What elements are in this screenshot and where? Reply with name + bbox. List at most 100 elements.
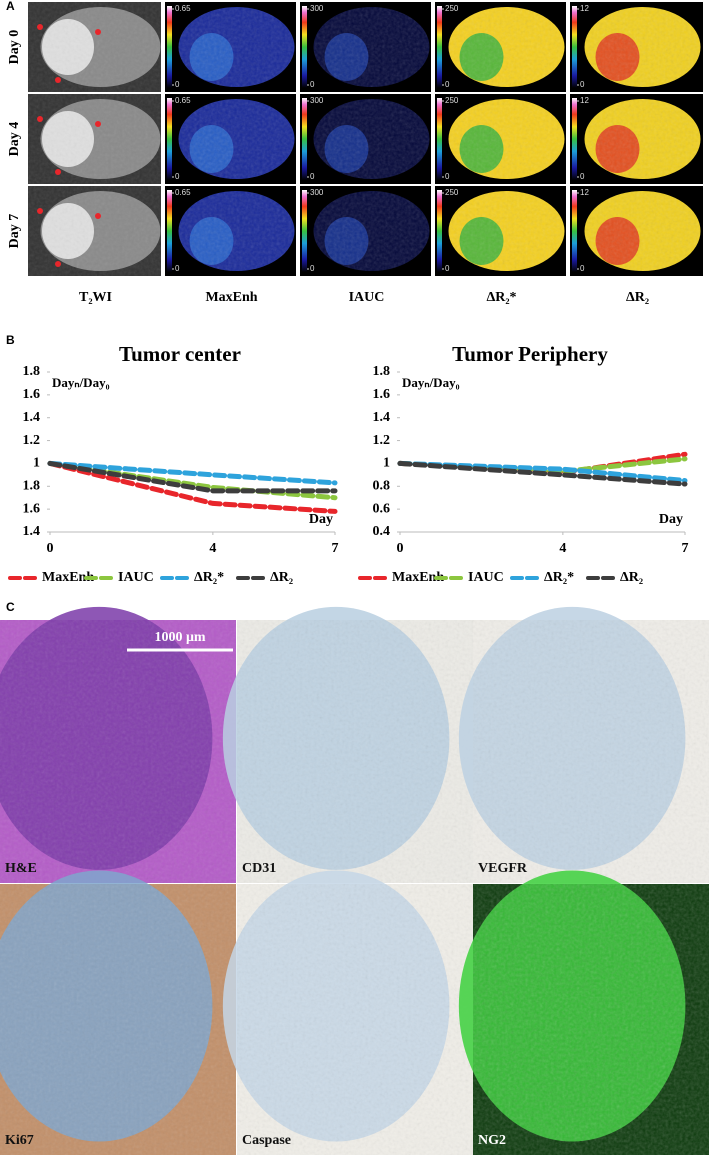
chart-title: Tumor center: [119, 342, 241, 366]
arrow: [55, 77, 61, 83]
panel-label: A: [6, 0, 15, 13]
texture: [584, 7, 701, 87]
texture: [448, 191, 565, 271]
row-label: Day 0: [7, 30, 22, 65]
y-tick-label: 1.8: [23, 364, 41, 379]
texture: [0, 884, 236, 1155]
legend-label: ΔR₂*: [194, 570, 224, 585]
arrow: [37, 24, 43, 30]
colorbar-label: 0.65: [175, 188, 191, 197]
chart-title: Tumor Periphery: [452, 342, 608, 366]
colorbar: [302, 190, 307, 272]
image-label: NG2: [478, 1133, 506, 1148]
x-axis-label: Day: [659, 512, 683, 527]
legend-label: IAUC: [118, 570, 154, 585]
y-tick-label: 1: [383, 456, 390, 471]
y-tick-label: 1.8: [23, 479, 41, 494]
colorbar-label: 12: [580, 4, 589, 13]
legend-label: ΔR₂: [270, 570, 293, 585]
texture: [313, 191, 430, 271]
arrow: [37, 208, 43, 214]
colorbar-label: 0: [580, 172, 585, 181]
column-label: MaxEnh: [205, 290, 257, 305]
texture: [473, 620, 709, 883]
colorbar: [302, 6, 307, 88]
arrow: [95, 29, 101, 35]
series-line: [47, 460, 338, 514]
x-tick-label: 0: [397, 541, 404, 556]
colorbar-label: 0: [445, 172, 450, 181]
texture: [313, 7, 430, 87]
y-tick-label: 1.6: [23, 387, 41, 402]
panel-label: B: [6, 333, 15, 347]
column-label: ΔR₂: [626, 290, 649, 305]
x-tick-label: 7: [332, 541, 339, 556]
colorbar-label: 250: [445, 188, 459, 197]
colorbar-label: 0: [580, 80, 585, 89]
x-tick-label: 7: [682, 541, 689, 556]
colorbar: [167, 6, 172, 88]
colorbar: [437, 6, 442, 88]
image-label: Ki67: [5, 1133, 34, 1148]
colorbar: [572, 190, 577, 272]
x-tick-label: 4: [209, 541, 216, 556]
colorbar-label: 0.65: [175, 4, 191, 13]
arrow: [95, 213, 101, 219]
colorbar-label: 0: [445, 264, 450, 273]
arrow: [95, 121, 101, 127]
row-label: Day 7: [7, 214, 22, 249]
arrow: [55, 261, 61, 267]
colorbar: [167, 98, 172, 180]
texture: [28, 186, 161, 276]
row-label: Day 4: [7, 122, 22, 157]
texture: [178, 191, 295, 271]
legend-label: ΔR₂*: [544, 570, 574, 585]
image-label: VEGFR: [478, 861, 528, 876]
column-label: T₂WI: [79, 290, 112, 305]
texture: [313, 99, 430, 179]
y-tick-label: 1: [33, 456, 40, 471]
image-label: CD31: [242, 861, 276, 876]
texture: [448, 7, 565, 87]
series-line: [47, 460, 338, 494]
colorbar: [572, 6, 577, 88]
colorbar: [302, 98, 307, 180]
texture: [237, 620, 473, 883]
y-tick-label: 0.8: [373, 479, 391, 494]
colorbar-label: 0: [310, 80, 315, 89]
colorbar: [437, 98, 442, 180]
colorbar-label: 300: [310, 4, 324, 13]
colorbar: [167, 190, 172, 272]
y-axis-label: Dayₙ/Day₀: [402, 375, 460, 390]
colorbar: [437, 190, 442, 272]
colorbar-label: 0.65: [175, 96, 191, 105]
y-tick-label: 0.4: [373, 524, 391, 539]
image-label: Caspase: [242, 1133, 291, 1148]
y-axis-label: Dayₙ/Day₀: [52, 375, 110, 390]
x-tick-label: 0: [47, 541, 54, 556]
image-label: H&E: [5, 861, 37, 876]
colorbar-label: 250: [445, 4, 459, 13]
colorbar-label: 0: [310, 264, 315, 273]
y-tick-label: 1.8: [373, 364, 391, 379]
arrow: [55, 169, 61, 175]
y-tick-label: 1.4: [23, 524, 41, 539]
y-tick-label: 1.2: [23, 433, 41, 448]
series-line: [397, 460, 688, 487]
colorbar-label: 0: [175, 264, 180, 273]
texture: [448, 99, 565, 179]
colorbar-label: 0: [175, 80, 180, 89]
colorbar-label: 12: [580, 188, 589, 197]
colorbar-label: 0: [175, 172, 180, 181]
y-tick-label: 1.4: [23, 410, 41, 425]
scale-bar-label: 1000 μm: [154, 630, 205, 645]
colorbar: [572, 98, 577, 180]
panel-label: C: [6, 600, 15, 614]
legend-label: MaxEnh: [392, 570, 444, 585]
texture: [584, 191, 701, 271]
texture: [473, 884, 709, 1155]
colorbar-label: 0: [310, 172, 315, 181]
colorbar-label: 250: [445, 96, 459, 105]
texture: [178, 7, 295, 87]
